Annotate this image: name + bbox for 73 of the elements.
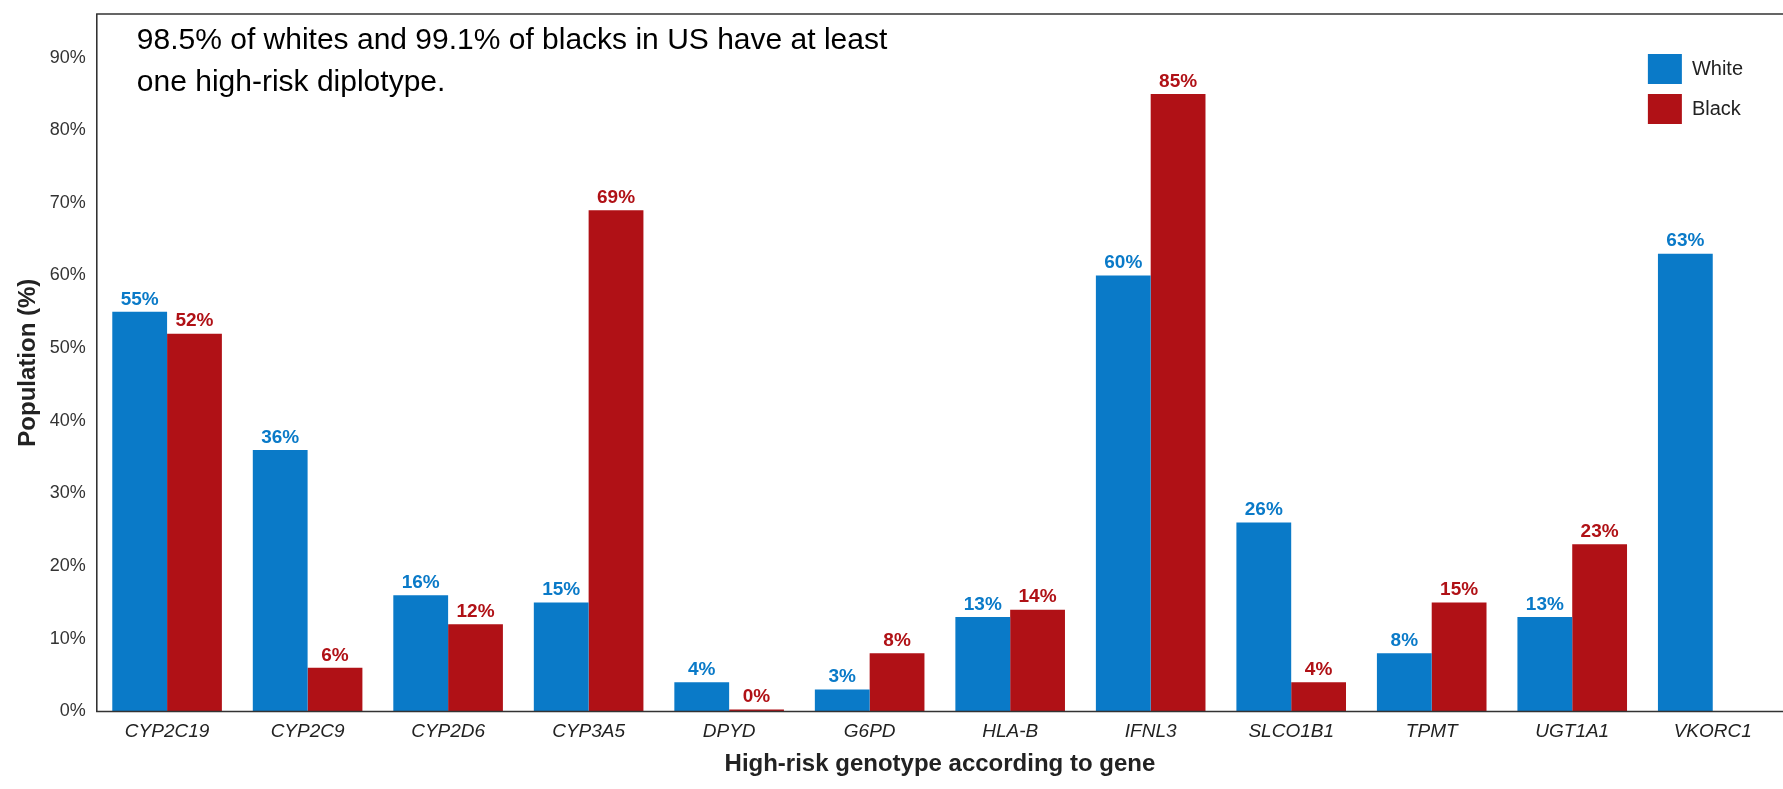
data-label: 36% <box>261 425 300 447</box>
bar <box>1431 602 1487 712</box>
data-label: 14% <box>1018 585 1057 607</box>
data-label: 4% <box>1304 658 1333 680</box>
x-tick-label: HLA-B <box>982 720 1039 742</box>
bar <box>167 333 222 712</box>
bar <box>393 595 449 712</box>
bar <box>448 624 503 712</box>
data-label: 3% <box>828 665 857 687</box>
bar <box>869 653 925 712</box>
bar <box>252 449 308 712</box>
data-label: 16% <box>401 570 440 592</box>
x-tick-label: DPYD <box>702 720 756 742</box>
data-label: 0% <box>742 685 771 707</box>
bar <box>1150 93 1206 712</box>
data-label: 85% <box>1159 69 1198 91</box>
data-label: 8% <box>883 629 911 651</box>
y-tick-label: 80% <box>49 119 86 140</box>
legend-label: Black <box>1691 96 1742 119</box>
x-tick-label: VKORC1 <box>1673 720 1752 742</box>
bar <box>814 689 870 712</box>
annotation: 98.5% of whites and 99.1% of blacks in US have at least one high-risk diplotype. <box>136 22 888 98</box>
legend-label: White <box>1691 56 1743 79</box>
bar <box>533 602 589 712</box>
data-label: 55% <box>120 287 159 309</box>
bar <box>955 616 1011 712</box>
y-tick-label: 10% <box>49 627 86 648</box>
data-label: 12% <box>456 599 495 621</box>
y-tick-label: 70% <box>49 191 86 212</box>
x-tick-label: G6PD <box>843 720 896 742</box>
data-label: 69% <box>597 185 636 207</box>
bar <box>729 709 784 712</box>
data-label: 8% <box>1390 629 1419 651</box>
data-label: 52% <box>175 309 214 331</box>
bar <box>1517 616 1573 712</box>
bar <box>307 667 363 712</box>
x-tick-label: TPMT <box>1405 720 1459 742</box>
y-tick-label: 90% <box>49 46 86 67</box>
bar <box>1572 544 1628 712</box>
x-tick-label: SLCO1B1 <box>1248 720 1334 742</box>
x-tick-label: CYP3A5 <box>552 720 626 742</box>
y-tick-label: 0% <box>59 700 86 721</box>
y-tick-label: 20% <box>49 555 86 576</box>
data-label: 23% <box>1580 520 1619 542</box>
data-label: 6% <box>321 643 349 665</box>
data-label: 4% <box>688 658 716 680</box>
bar <box>1376 653 1432 712</box>
bar <box>588 210 644 712</box>
x-tick-label: IFNL3 <box>1124 720 1177 742</box>
bar <box>1010 609 1065 712</box>
x-tick-label: CYP2C9 <box>270 720 345 742</box>
bar <box>674 682 730 712</box>
x-tick-label: CYP2D6 <box>411 720 486 742</box>
y-tick-label: 60% <box>49 264 86 285</box>
x-axis-title: High-risk genotype according to gene <box>724 749 1156 777</box>
data-label: 63% <box>1666 229 1705 251</box>
bar <box>112 311 168 712</box>
data-label: 60% <box>1104 251 1143 273</box>
y-axis-title: Population (%) <box>13 278 41 447</box>
y-tick-label: 50% <box>49 337 86 358</box>
data-label: 15% <box>542 578 581 600</box>
data-label: 26% <box>1244 498 1283 520</box>
data-label: 15% <box>1440 578 1479 600</box>
data-label: 13% <box>963 592 1002 614</box>
bar <box>1236 522 1292 712</box>
x-tick-label: UGT1A1 <box>1535 720 1610 742</box>
data-label: 13% <box>1525 592 1564 614</box>
bar <box>1095 275 1151 712</box>
bar <box>1657 253 1713 712</box>
bar <box>1291 682 1346 712</box>
y-tick-label: 30% <box>49 482 86 503</box>
x-tick-label: CYP2C19 <box>124 720 210 742</box>
y-tick-label: 40% <box>49 409 86 430</box>
